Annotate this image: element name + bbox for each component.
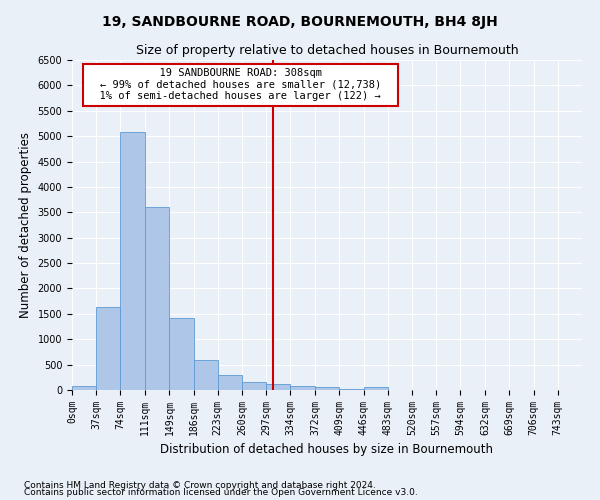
Bar — [340, 388, 364, 390]
Y-axis label: Number of detached properties: Number of detached properties — [19, 132, 32, 318]
Bar — [169, 318, 194, 390]
Text: Contains HM Land Registry data © Crown copyright and database right 2024.: Contains HM Land Registry data © Crown c… — [24, 480, 376, 490]
Bar — [266, 384, 290, 390]
Bar — [145, 207, 169, 390]
Text: Contains public sector information licensed under the Open Government Licence v3: Contains public sector information licen… — [24, 488, 418, 497]
Bar — [242, 382, 266, 390]
Bar — [364, 387, 388, 390]
X-axis label: Distribution of detached houses by size in Bournemouth: Distribution of detached houses by size … — [161, 444, 493, 456]
Bar — [121, 132, 145, 390]
Text: 19 SANDBOURNE ROAD: 308sqm  
← 99% of detached houses are smaller (12,738)
  1% : 19 SANDBOURNE ROAD: 308sqm ← 99% of deta… — [87, 68, 394, 102]
Bar — [72, 386, 96, 390]
Bar — [290, 386, 314, 390]
Bar — [315, 387, 340, 390]
Bar — [194, 360, 218, 390]
Text: 19, SANDBOURNE ROAD, BOURNEMOUTH, BH4 8JH: 19, SANDBOURNE ROAD, BOURNEMOUTH, BH4 8J… — [102, 15, 498, 29]
Bar — [96, 306, 121, 390]
Bar — [218, 375, 242, 390]
Title: Size of property relative to detached houses in Bournemouth: Size of property relative to detached ho… — [136, 44, 518, 58]
